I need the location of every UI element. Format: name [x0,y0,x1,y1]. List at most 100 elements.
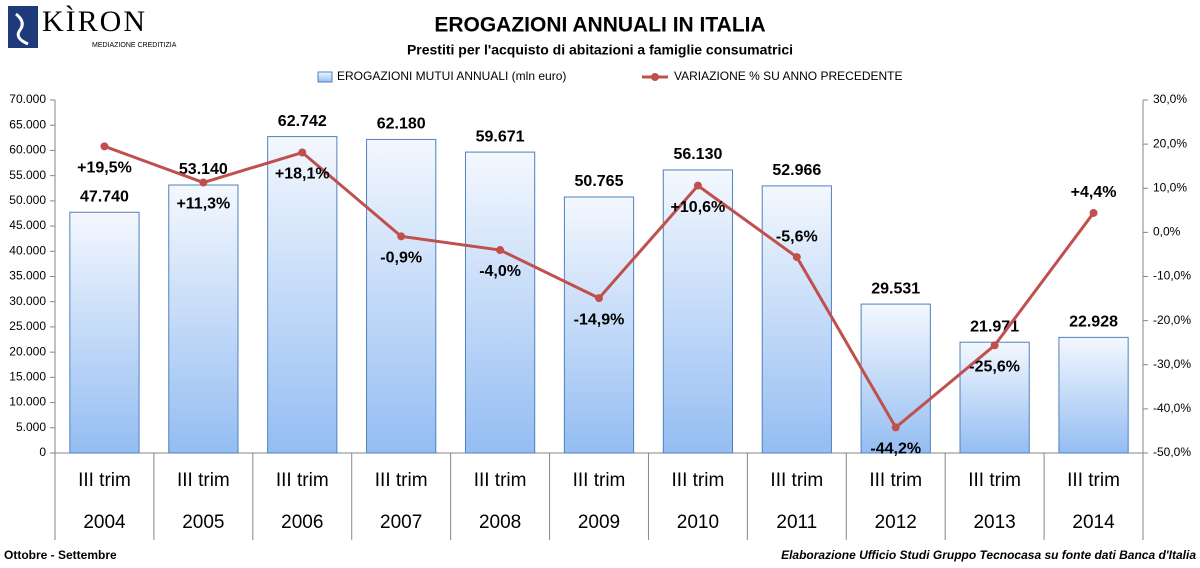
line-value-label: -4,0% [479,263,521,280]
x-tick-label: 2009 [578,512,620,533]
logo-figure [15,12,29,46]
y2-tick-label: -40,0% [1153,401,1191,415]
bar [366,138,437,454]
line-marker [397,232,406,241]
bar [959,341,1030,454]
y-tick-label: 15.000 [9,370,46,384]
x-tick-sublabel: III trim [177,470,230,491]
bar-value-label: 22.928 [1069,314,1118,331]
line-marker [792,253,801,262]
line-value-label: -0,9% [380,250,422,267]
y2-tick-label: -50,0% [1153,445,1191,459]
line-marker [1089,208,1098,217]
line-value-label: -5,6% [776,228,818,245]
y2-tick-label: -10,0% [1153,269,1191,283]
bar-value-label: 59.671 [476,128,525,145]
bar [464,151,536,454]
line-value-label: +11,3% [176,196,230,213]
y-tick-label: 50.000 [9,193,46,207]
y-tick-label: 25.000 [9,319,46,333]
y-tick-label: 65.000 [9,117,46,131]
y-tick-label: 10.000 [9,395,46,409]
line-marker [693,181,702,190]
logo-name: KÌRON [42,5,147,38]
y-tick-label: 5.000 [16,420,46,434]
x-tick-label: 2012 [875,512,917,533]
x-tick-sublabel: III trim [276,470,329,491]
footer-right: Elaborazione Ufficio Studi Gruppo Tecnoc… [781,548,1196,562]
chart-subtitle: Prestiti per l'acquisto di abitazioni a … [407,42,793,58]
line-value-label: -44,2% [870,441,921,458]
x-tick-label: 2006 [281,512,323,533]
line-marker [199,178,208,187]
x-tick-label: 2005 [182,512,224,533]
bar-value-label: 62.742 [278,113,327,130]
bar-value-label: 56.130 [673,146,722,163]
x-tick-sublabel: III trim [869,470,922,491]
x-tick-label: 2007 [380,512,422,533]
line-marker [100,142,109,151]
y2-tick-label: 20,0% [1153,136,1187,150]
line-marker [298,148,307,157]
line-value-label: +4,4% [1071,184,1117,201]
x-tick-label: 2014 [1072,512,1115,533]
bar [761,185,832,454]
line-marker [891,423,900,432]
y-tick-label: 35.000 [9,269,46,283]
x-tick-label: 2010 [677,512,719,533]
bar-value-label: 50.765 [575,173,624,190]
bar-value-label: 29.531 [871,280,920,297]
bar-value-label: 53.140 [179,161,228,178]
x-tick-label: 2004 [83,512,126,533]
bar [168,184,239,454]
x-tick-sublabel: III trim [770,470,823,491]
line-value-label: +19,5% [77,160,132,177]
bar-value-label: 52.966 [772,162,821,179]
x-tick-sublabel: III trim [375,470,428,491]
line-value-label: -25,6% [969,359,1020,376]
y-tick-label: 70.000 [9,92,46,106]
x-tick-label: 2008 [479,512,521,533]
y-tick-label: 60.000 [9,143,46,157]
y-tick-label: 30.000 [9,294,46,308]
y2-tick-label: -30,0% [1153,357,1191,371]
x-tick-sublabel: III trim [573,470,626,491]
logo-tagline: MEDIAZIONE CREDITIZIA [92,42,177,49]
bar-value-label: 47.740 [80,188,129,205]
x-tick-label: 2011 [776,512,817,533]
y-tick-label: 20.000 [9,344,46,358]
bar-value-label: 62.180 [377,116,426,133]
line-marker [496,246,505,255]
legend-swatch [317,71,333,83]
y-tick-label: 55.000 [9,168,46,182]
chart-title: EROGAZIONI ANNUALI IN ITALIA [434,14,765,37]
x-tick-sublabel: III trim [78,470,131,491]
y2-tick-label: 10,0% [1153,180,1187,194]
bar [662,169,734,454]
x-tick-sublabel: III trim [672,470,725,491]
y-tick-label: 0 [39,445,46,459]
x-tick-sublabel: III trim [1067,470,1120,491]
footer-left: Ottobre - Settembre [4,548,117,562]
legend-label: EROGAZIONI MUTUI ANNUALI (mln euro) [337,69,566,83]
line-marker [595,294,603,303]
y2-tick-label: 0,0% [1153,225,1181,239]
x-tick-sublabel: III trim [968,470,1021,491]
y2-tick-label: 30,0% [1153,92,1187,106]
x-tick-label: 2013 [973,512,1015,533]
y-tick-label: 45.000 [9,218,46,232]
legend-label: VARIAZIONE % SU ANNO PRECEDENTE [674,69,903,83]
bar [1058,336,1129,454]
line-value-label: +10,6% [671,199,726,216]
bar [69,211,140,454]
line-marker [990,341,999,350]
bar [267,136,338,454]
x-tick-sublabel: III trim [474,470,527,491]
bar [563,196,635,454]
legend-marker [651,73,659,81]
y-tick-label: 40.000 [9,243,46,257]
line-value-label: -14,9% [574,311,625,328]
y2-tick-label: -20,0% [1153,313,1191,327]
